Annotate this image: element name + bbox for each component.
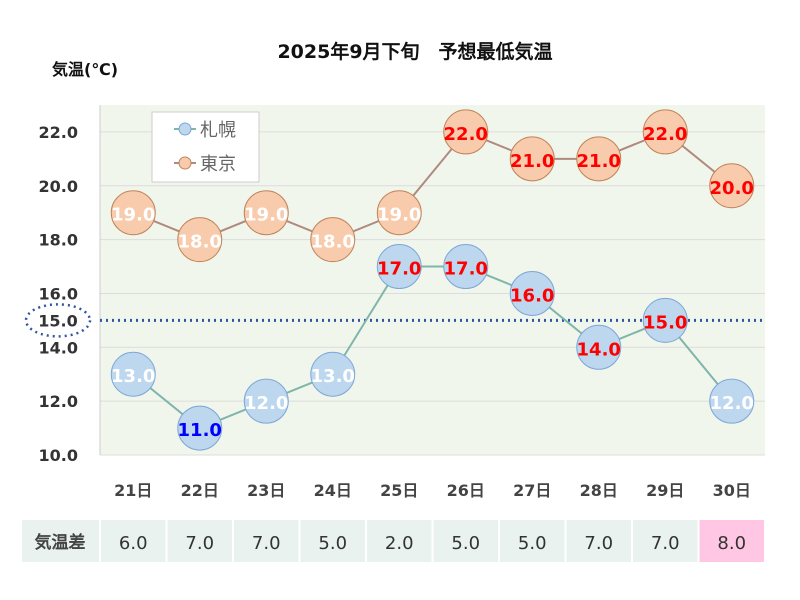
data-label: 15.0 <box>643 312 687 333</box>
data-point <box>243 190 289 236</box>
series-line-0 <box>132 265 733 430</box>
legend-marker <box>178 122 192 136</box>
diff-value: 5.0 <box>451 533 480 554</box>
diff-table: 気温差 6.0 7.0 7.0 5.0 2.0 5.0 5.0 7.0 7.0 8.0 <box>22 520 764 562</box>
data-point <box>642 297 688 343</box>
diff-cell <box>633 520 698 562</box>
data-label: 17.0 <box>444 259 488 280</box>
data-point <box>509 270 555 316</box>
data-point <box>709 378 755 424</box>
data-point <box>576 324 622 370</box>
chart-title: 2025年9月下旬 予想最低気温 <box>277 40 552 63</box>
diff-label: 気温差 <box>34 532 86 553</box>
diff-value: 7.0 <box>185 533 214 554</box>
data-point <box>443 244 489 290</box>
diff-value: 5.0 <box>318 533 347 554</box>
diff-cell <box>167 520 232 562</box>
data-point <box>110 190 156 236</box>
legend-label: 札幌 <box>200 120 236 141</box>
y-tick-label: 20.0 <box>39 177 78 196</box>
diff-cell <box>300 520 365 562</box>
data-label: 17.0 <box>377 259 421 280</box>
diff-cell <box>566 520 631 562</box>
data-point <box>642 109 688 155</box>
data-point <box>443 109 489 155</box>
x-tick-label: 30日 <box>713 481 751 500</box>
diff-cell <box>433 520 498 562</box>
data-label: 18.0 <box>311 232 355 253</box>
diff-cell <box>500 520 565 562</box>
legend-marker <box>178 156 192 170</box>
x-tick-label: 24日 <box>314 481 352 500</box>
series-line-1 <box>132 130 733 241</box>
data-label: 21.0 <box>577 151 621 172</box>
diff-cell <box>101 520 166 562</box>
data-label: 22.0 <box>643 124 687 145</box>
data-point <box>509 136 555 182</box>
data-point <box>376 244 422 290</box>
data-point <box>310 217 356 263</box>
data-label: 16.0 <box>510 285 554 306</box>
x-tick-label: 25日 <box>380 481 418 500</box>
x-tick-label: 26日 <box>447 481 485 500</box>
x-tick-label: 22日 <box>181 481 219 500</box>
x-tick-label: 27日 <box>513 481 551 500</box>
data-point <box>709 163 755 209</box>
data-label: 19.0 <box>377 205 421 226</box>
diff-label-cell <box>22 520 99 562</box>
x-tick-label: 23日 <box>247 481 285 500</box>
y-tick-label: 12.0 <box>39 392 78 411</box>
data-label: 13.0 <box>311 366 355 387</box>
diff-cell <box>699 520 764 562</box>
diff-value: 6.0 <box>119 533 148 554</box>
diff-value: 7.0 <box>584 533 613 554</box>
data-label: 12.0 <box>244 393 288 414</box>
reference-line-label: 15.0 <box>38 311 77 330</box>
diff-cell <box>234 520 299 562</box>
diff-value: 7.0 <box>252 533 281 554</box>
data-label: 12.0 <box>710 393 754 414</box>
data-point <box>376 190 422 236</box>
data-point <box>177 405 223 451</box>
diff-value: 5.0 <box>518 533 547 554</box>
x-tick-label: 29日 <box>646 481 684 500</box>
y-tick-label: 14.0 <box>39 338 78 357</box>
data-point <box>576 136 622 182</box>
diff-value: 7.0 <box>651 533 680 554</box>
data-label: 19.0 <box>244 205 288 226</box>
x-tick-label: 28日 <box>580 481 618 500</box>
y-tick-label: 18.0 <box>39 231 78 250</box>
data-label: 21.0 <box>510 151 554 172</box>
data-label: 11.0 <box>178 420 222 441</box>
y-tick-label: 22.0 <box>39 123 78 142</box>
diff-value: 2.0 <box>385 533 414 554</box>
data-label: 22.0 <box>444 124 488 145</box>
reference-line-ellipse <box>24 303 92 338</box>
data-label: 20.0 <box>710 178 754 199</box>
data-point <box>110 351 156 397</box>
diff-value: 8.0 <box>717 533 746 554</box>
data-label: 18.0 <box>178 232 222 253</box>
legend-label: 東京 <box>200 154 236 175</box>
y-axis-label: 気温(℃) <box>52 60 118 79</box>
x-tick-label: 21日 <box>114 481 152 500</box>
y-tick-label: 16.0 <box>39 284 78 303</box>
data-point <box>177 217 223 263</box>
y-tick-label: 10.0 <box>39 446 78 465</box>
data-label: 19.0 <box>111 205 155 226</box>
data-label: 14.0 <box>577 339 621 360</box>
diff-cell <box>367 520 432 562</box>
data-point <box>310 351 356 397</box>
data-point <box>243 378 289 424</box>
data-label: 13.0 <box>111 366 155 387</box>
